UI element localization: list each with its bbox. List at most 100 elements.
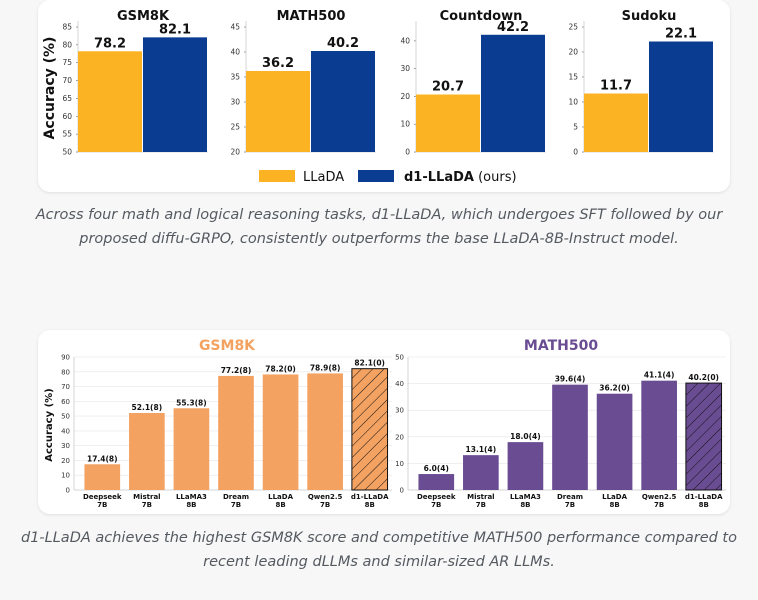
y-tick-label: 10 [61, 472, 70, 480]
y-tick-label: 60 [62, 112, 72, 121]
panel-title: GSM8K [117, 9, 170, 24]
x-tick-label-size: 7B [231, 501, 241, 509]
y-tick-label: 60 [61, 398, 70, 406]
bar-value-label: 42.2 [497, 20, 529, 35]
bar [641, 380, 677, 490]
legend-swatch-llada [259, 170, 295, 182]
y-tick-label: 90 [61, 354, 70, 362]
x-tick-label: Mistral [467, 493, 494, 501]
x-tick-label-size: 7B [142, 501, 152, 509]
panel-title: Countdown [440, 9, 523, 24]
bar-value-label: 40.2(0) [688, 373, 719, 382]
x-tick-label-size: 7B [565, 501, 575, 509]
y-axis-label: Accuracy (%) [44, 388, 55, 461]
x-tick-label: d1-LLaDA [685, 493, 723, 501]
panel-title: Sudoku [622, 9, 677, 24]
bar-value-label: 78.2 [94, 36, 126, 51]
bar-value-label: 20.7 [432, 80, 464, 95]
bar [218, 375, 254, 490]
panel-title: GSM8K [199, 338, 256, 354]
y-tick-label: 10 [568, 98, 578, 107]
y-tick-label: 15 [568, 73, 578, 82]
panel-title: MATH500 [277, 9, 346, 24]
bar-value-label: 13.1(4) [466, 445, 497, 454]
legend-label-llada: LLaDA [303, 170, 344, 185]
y-tick-label: 0 [66, 487, 70, 495]
bar-value-label: 41.1(4) [644, 371, 675, 380]
y-tick-label: 30 [230, 98, 240, 107]
x-tick-label: Deepseek [417, 493, 456, 501]
bar-value-label: 36.2(0) [599, 384, 630, 393]
x-tick-label-size: 7B [476, 501, 486, 509]
caption-bottom: d1-LLaDA achieves the highest GSM8K scor… [20, 530, 737, 570]
x-tick-label-size: 7B [654, 501, 664, 509]
x-tick-label: LLaMA3 [176, 493, 207, 501]
x-tick-label: Deepseek [83, 493, 122, 501]
y-tick-label: 30 [400, 64, 410, 73]
bar-value-label: 78.2(0) [265, 364, 296, 373]
bar [596, 393, 633, 490]
y-tick-label: 80 [61, 368, 70, 376]
x-tick-label-size: 8B [186, 501, 196, 509]
bar-llada [416, 94, 480, 152]
bar-value-label: 82.1(0) [354, 359, 385, 368]
bar [418, 474, 455, 490]
x-tick-label: Qwen2.5 [642, 493, 677, 501]
bar-value-label: 52.1(8) [132, 403, 163, 412]
x-tick-label-size: 8B [365, 501, 375, 509]
bar-value-label: 39.6(4) [555, 375, 586, 384]
x-tick-label: LLaDA [602, 493, 627, 501]
legend-label-suffix: (ours) [474, 170, 517, 185]
bottom-chart-card: GSM8K 0 10 20 30 40 50 60 70 80 90 17.4(8) Deepseek 7… [38, 330, 730, 514]
legend-swatch-d1-llada [358, 170, 394, 182]
legend-label-bold: d1-LLaDA [404, 170, 474, 185]
y-tick-label: 40 [230, 48, 240, 57]
bar-value-label: 17.4(8) [87, 454, 118, 463]
y-tick-label: 80 [62, 40, 72, 49]
bar-hatch-d1-llada [351, 368, 389, 491]
bar-value-label: 82.1 [159, 22, 191, 37]
caption-top: Across four math and logical reasoning t… [35, 207, 723, 247]
bar-value-label: 78.9(8) [310, 363, 341, 372]
x-tick-label-size: 8B [275, 501, 285, 509]
y-tick-label: 25 [568, 23, 578, 32]
y-tick-label: 20 [395, 433, 404, 441]
bar-llada [584, 93, 648, 152]
bar [552, 384, 588, 490]
bar [307, 373, 343, 490]
y-tick-label: 20 [61, 457, 70, 465]
bar [173, 408, 210, 490]
bar-value-label: 40.2 [327, 36, 359, 51]
y-tick-label: 50 [61, 413, 70, 421]
y-tick-label: 65 [62, 94, 72, 103]
x-tick-label-size: 8B [520, 501, 530, 509]
bar [463, 455, 499, 490]
y-axis-label: Accuracy (%) [42, 37, 58, 140]
bar [84, 464, 121, 490]
bar-llada [246, 71, 310, 152]
x-tick-label-size: 7B [320, 501, 330, 509]
y-tick-label: 20 [230, 148, 240, 157]
bottom-bar-charts: GSM8K010203040506070809017.4(8)Deepseek7… [44, 338, 726, 509]
bar-d1-llada [143, 37, 207, 152]
y-tick-label: 55 [62, 130, 72, 139]
x-tick-label: Dream [223, 493, 249, 501]
bar [262, 374, 299, 490]
y-tick-label: 20 [568, 48, 578, 57]
bar-d1-llada [649, 41, 713, 152]
y-tick-label: 0 [400, 487, 404, 495]
x-tick-label: d1-LLaDA [351, 493, 389, 501]
y-tick-label: 40 [400, 36, 410, 45]
y-tick-label: 70 [62, 76, 72, 85]
y-tick-label: 0 [405, 148, 410, 157]
top-bar-charts: 5055606570758085GSM8K78.282.120253035404… [42, 9, 714, 185]
bar-value-label: 11.7 [600, 79, 632, 94]
y-tick-label: 10 [395, 460, 404, 468]
y-tick-label: 0 [573, 148, 578, 157]
y-tick-label: 40 [395, 380, 404, 388]
bar-value-label: 55.3(8) [176, 398, 207, 407]
x-tick-label: Mistral [133, 493, 160, 501]
y-tick-label: 85 [62, 23, 72, 32]
x-tick-label-size: 8B [699, 501, 709, 509]
bar-value-label: 36.2 [262, 56, 294, 71]
